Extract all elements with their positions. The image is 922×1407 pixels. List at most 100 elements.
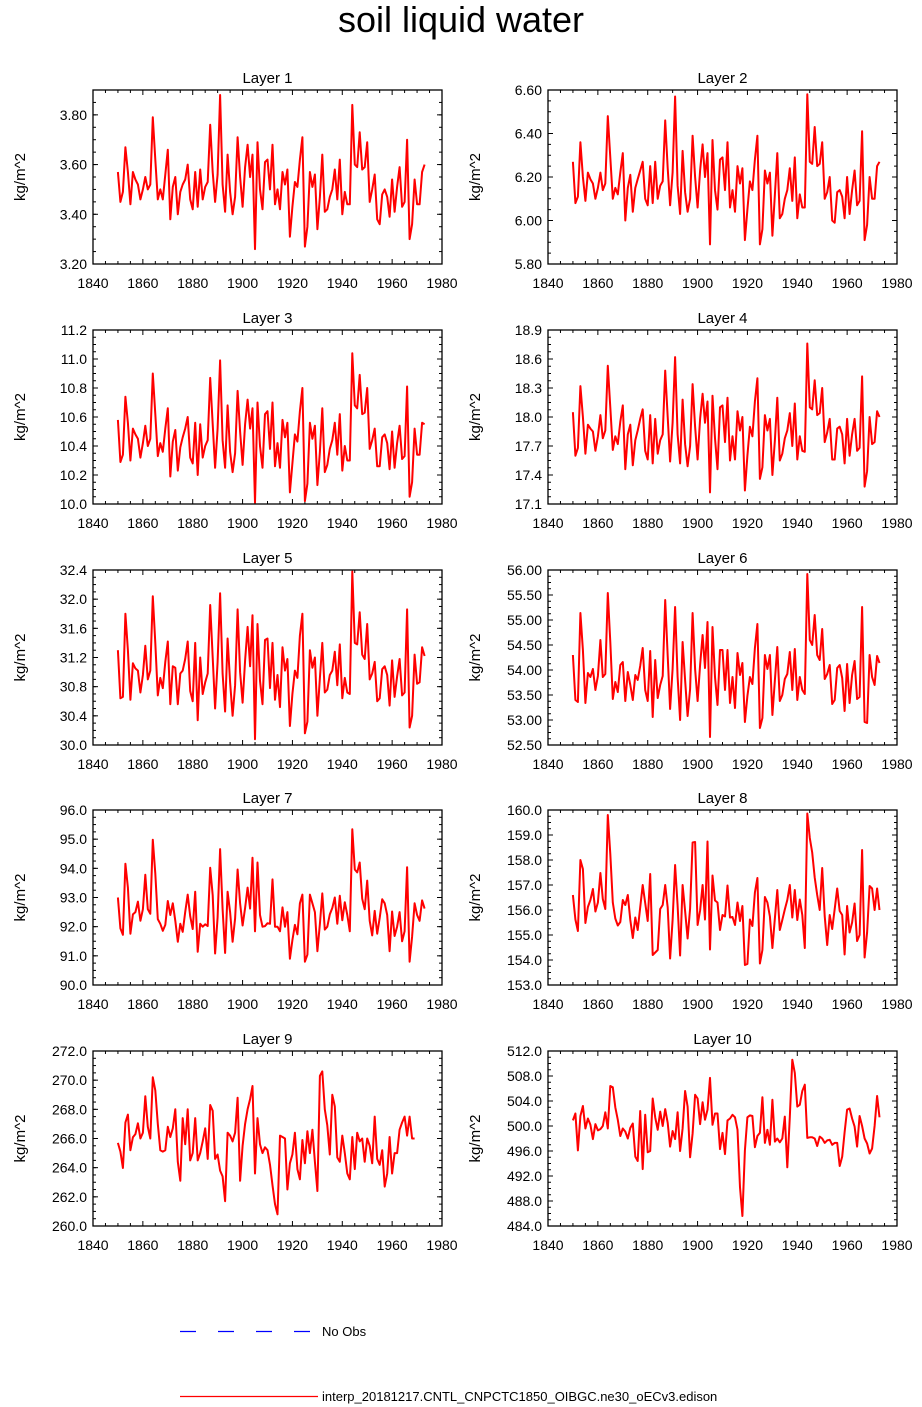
y-tick-label: 5.80	[515, 256, 542, 272]
y-tick-label: 484.0	[507, 1218, 542, 1234]
chart-panel-layer-10: Layer 10 1840 1860 1880 1900 1920 1940 1960 1980…	[467, 1031, 913, 1253]
y-tick-label: 30.4	[60, 708, 87, 724]
chart-panel-layer-4: Layer 4 1840 1860 1880 1900 1920 1940 1960 1980 1…	[467, 310, 913, 531]
x-tick-label: 1940	[782, 275, 813, 291]
y-tick-label: 17.4	[515, 467, 542, 483]
y-tick-label: 18.9	[515, 322, 542, 338]
x-tick-label: 1900	[227, 275, 258, 291]
x-tick-label: 1940	[782, 1237, 813, 1253]
panel-title: Layer 4	[697, 310, 747, 327]
y-tick-label: 158.0	[507, 852, 542, 868]
y-tick-label: 270.0	[52, 1072, 87, 1088]
x-tick-label: 1880	[632, 756, 663, 772]
x-tick-label: 1840	[532, 1237, 563, 1253]
y-axis-label: kg/m^2	[467, 874, 484, 922]
y-tick-label: 91.0	[60, 948, 87, 964]
x-tick-label: 1880	[177, 996, 208, 1012]
x-tick-label: 1900	[682, 996, 713, 1012]
y-tick-label: 18.6	[515, 351, 542, 367]
y-tick-label: 157.0	[507, 877, 542, 893]
series-line	[116, 352, 426, 504]
x-tick-label: 1900	[682, 1237, 713, 1253]
x-tick-label: 1860	[582, 1237, 613, 1253]
y-tick-label: 3.60	[60, 157, 87, 173]
x-tick-label: 1960	[377, 996, 408, 1012]
y-tick-label: 31.2	[60, 650, 87, 666]
y-axis-label: kg/m^2	[467, 393, 484, 441]
x-tick-label: 1880	[632, 1237, 663, 1253]
x-tick-label: 1980	[426, 996, 457, 1012]
plot-frame	[92, 89, 443, 265]
x-tick-label: 1900	[227, 996, 258, 1012]
chart-panel-layer-1: Layer 1 1840 1860 1880 1900 1920 1940 1960 1980 3…	[12, 70, 458, 291]
series-line	[116, 828, 426, 963]
y-tick-label: 54.50	[507, 637, 542, 653]
y-tick-label: 53.50	[507, 687, 542, 703]
panel-title: Layer 9	[242, 1031, 292, 1048]
x-tick-label: 1980	[881, 996, 912, 1012]
y-tick-label: 488.0	[507, 1193, 542, 1209]
panel-title: Layer 10	[693, 1031, 751, 1048]
y-tick-label: 10.0	[60, 496, 87, 512]
x-tick-label: 1920	[277, 515, 308, 531]
series-line	[571, 573, 881, 738]
y-axis-label: kg/m^2	[467, 1115, 484, 1163]
series-line	[571, 1058, 881, 1217]
x-tick-label: 1900	[682, 515, 713, 531]
y-axis-label: kg/m^2	[12, 634, 29, 682]
y-tick-label: 159.0	[507, 827, 542, 843]
x-tick-label: 1980	[426, 275, 457, 291]
x-tick-label: 1980	[881, 515, 912, 531]
x-tick-label: 1980	[881, 756, 912, 772]
y-tick-label: 95.0	[60, 831, 87, 847]
y-tick-label: 92.0	[60, 919, 87, 935]
series-line	[571, 342, 881, 494]
legend-model-line	[180, 1395, 318, 1398]
plot-frame	[547, 569, 898, 746]
y-tick-label: 11.2	[61, 322, 87, 338]
y-tick-label: 262.0	[52, 1189, 87, 1205]
plot-frame	[92, 809, 443, 986]
y-tick-label: 6.00	[515, 213, 542, 229]
plot-frame	[547, 1050, 898, 1227]
y-axis-label: kg/m^2	[467, 153, 484, 201]
x-tick-label: 1840	[532, 515, 563, 531]
x-tick-label: 1840	[532, 996, 563, 1012]
y-tick-label: 10.4	[60, 438, 87, 454]
x-tick-label: 1920	[277, 996, 308, 1012]
y-tick-label: 272.0	[52, 1043, 87, 1059]
legend-model: interp_20181217.CNTL_CNPCTC1850_OIBGC.ne…	[178, 1389, 918, 1407]
y-tick-label: 18.3	[515, 380, 542, 396]
series-line	[571, 812, 881, 966]
y-tick-label: 93.0	[60, 890, 87, 906]
y-tick-label: 156.0	[507, 902, 542, 918]
y-tick-label: 90.0	[60, 977, 87, 993]
y-tick-label: 6.60	[515, 82, 542, 98]
y-tick-label: 30.8	[60, 679, 87, 695]
x-tick-label: 1900	[227, 515, 258, 531]
legend-no-obs-line	[180, 1330, 318, 1333]
x-tick-label: 1980	[426, 756, 457, 772]
chart-panel-layer-8: Layer 8 1840 1860 1880 1900 1920 1940 1960 1980 1…	[467, 790, 913, 1012]
x-tick-label: 1900	[227, 1237, 258, 1253]
y-tick-label: 94.0	[60, 860, 87, 876]
x-tick-label: 1880	[177, 756, 208, 772]
x-tick-label: 1920	[277, 756, 308, 772]
panel-title: Layer 3	[242, 310, 292, 327]
y-axis-label: kg/m^2	[12, 153, 29, 201]
chart-panel-layer-7: Layer 7 1840 1860 1880 1900 1920 1940 1960 1980 9…	[12, 790, 458, 1012]
plot-frame	[92, 1050, 443, 1227]
x-tick-label: 1880	[632, 996, 663, 1012]
legend-no-obs: No Obs	[178, 1324, 478, 1342]
x-tick-label: 1920	[732, 1237, 763, 1253]
y-tick-label: 496.0	[507, 1143, 542, 1159]
y-tick-label: 55.00	[507, 612, 542, 628]
y-axis-label: kg/m^2	[12, 1115, 29, 1163]
y-tick-label: 3.80	[60, 107, 87, 123]
plot-frame	[547, 809, 898, 986]
y-tick-label: 504.0	[507, 1093, 542, 1109]
x-tick-label: 1860	[127, 275, 158, 291]
x-tick-label: 1940	[327, 515, 358, 531]
x-tick-label: 1860	[582, 756, 613, 772]
